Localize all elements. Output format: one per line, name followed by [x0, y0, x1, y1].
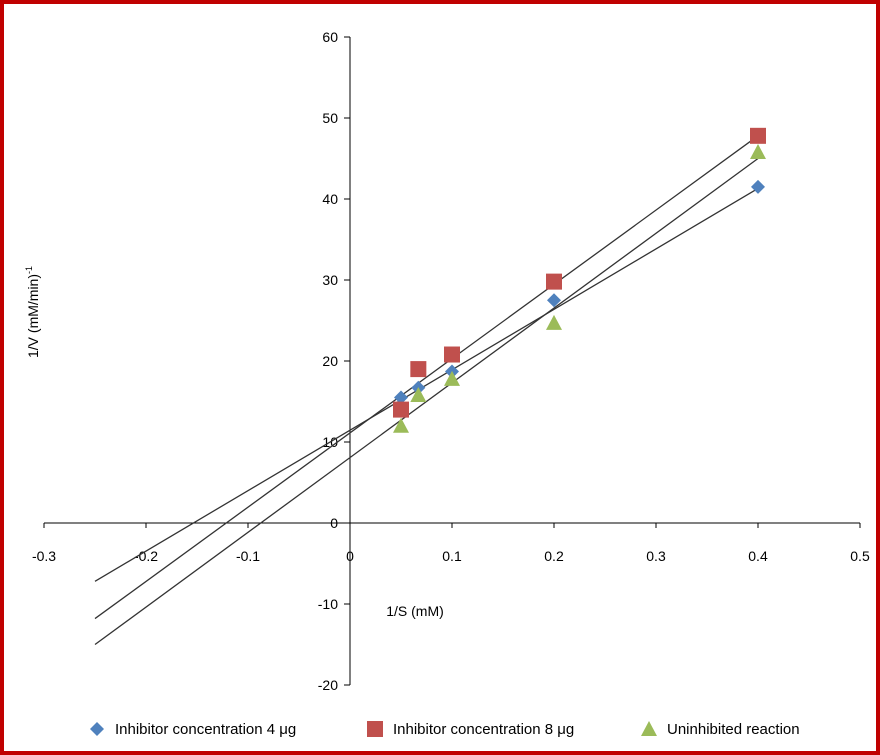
legend-marker-square: [367, 721, 383, 737]
x-tick-label: 0.1: [442, 548, 462, 564]
x-tick-label: 0.5: [850, 548, 870, 564]
x-tick-label: 0.4: [748, 548, 768, 564]
legend-marker-triangle: [641, 721, 657, 736]
data-point-square: [750, 127, 766, 144]
y-axis-title-main: 1/V (mM/min): [25, 274, 41, 358]
y-tick-label: 0: [330, 515, 338, 531]
data-point-triangle: [546, 314, 562, 330]
data-point-triangle: [750, 144, 766, 160]
data-point-diamond: [394, 390, 408, 405]
data-points: [393, 127, 766, 433]
x-ticks: -0.3 -0.2 -0.1 0 0.1 0.2 0.3 0.4 0.5: [32, 523, 870, 564]
data-point-square: [546, 273, 562, 290]
data-point-triangle: [410, 387, 427, 403]
legend-label: Inhibitor concentration 4 μg: [115, 721, 296, 738]
trendline: [94, 157, 759, 646]
y-tick-label: 50: [322, 110, 338, 126]
y-axis-title-superscript: -1: [24, 266, 34, 274]
legend-label: Uninhibited reaction: [667, 721, 800, 738]
y-tick-label: -20: [318, 677, 338, 693]
data-point-square: [410, 361, 427, 378]
x-tick-label: 0: [346, 548, 354, 564]
data-point-diamond: [547, 293, 561, 308]
trendline: [94, 135, 759, 620]
y-tick-label: 60: [322, 29, 338, 45]
x-axis-title: 1/S (mM): [386, 603, 444, 619]
data-point-square: [393, 401, 409, 418]
legend-marker-diamond: [90, 722, 104, 736]
data-point-diamond: [751, 179, 765, 194]
data-point-triangle: [393, 417, 409, 433]
y-tick-label: 30: [322, 272, 338, 288]
y-ticks: -20-100102030405060: [318, 29, 350, 693]
x-tick-label: 0.3: [646, 548, 666, 564]
trendline: [94, 187, 759, 582]
y-tick-label: -10: [318, 596, 338, 612]
legend: Inhibitor concentration 4 μg Inhibitor co…: [90, 721, 800, 738]
y-tick-label: 40: [322, 191, 338, 207]
x-tick-label: 0.2: [544, 548, 564, 564]
x-tick-label: -0.1: [236, 548, 260, 564]
x-tick-label: -0.2: [134, 548, 158, 564]
data-point-square: [444, 346, 460, 363]
y-axis-title: 1/V (mM/min)-1: [24, 266, 41, 358]
trendlines: [94, 135, 759, 646]
legend-label: Inhibitor concentration 8 μg: [393, 721, 574, 738]
y-tick-label: 20: [322, 353, 338, 369]
data-point-triangle: [444, 370, 460, 386]
x-tick-label: -0.3: [32, 548, 56, 564]
